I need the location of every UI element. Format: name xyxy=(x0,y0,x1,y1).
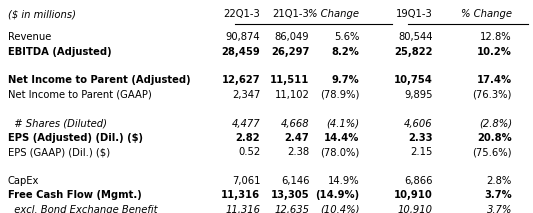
Text: 80,544: 80,544 xyxy=(398,32,433,42)
Text: 86,049: 86,049 xyxy=(274,32,309,42)
Text: 11,511: 11,511 xyxy=(270,75,309,85)
Text: 9,895: 9,895 xyxy=(404,90,433,100)
Text: 11,316: 11,316 xyxy=(225,205,260,213)
Text: Net Income to Parent (Adjusted): Net Income to Parent (Adjusted) xyxy=(8,75,191,85)
Text: 17.4%: 17.4% xyxy=(477,75,512,85)
Text: (4.1%): (4.1%) xyxy=(326,118,359,128)
Text: 6,146: 6,146 xyxy=(281,176,309,186)
Text: 6,866: 6,866 xyxy=(404,176,433,186)
Text: 7,061: 7,061 xyxy=(232,176,260,186)
Text: 4,668: 4,668 xyxy=(281,118,309,128)
Text: 22Q1-3: 22Q1-3 xyxy=(223,9,260,19)
Text: (78.0%): (78.0%) xyxy=(320,147,359,157)
Text: 14.9%: 14.9% xyxy=(328,176,359,186)
Text: 2.15: 2.15 xyxy=(410,147,433,157)
Text: 10,910: 10,910 xyxy=(398,205,433,213)
Text: 21Q1-3: 21Q1-3 xyxy=(272,9,309,19)
Text: 11,102: 11,102 xyxy=(274,90,309,100)
Text: 0.52: 0.52 xyxy=(238,147,260,157)
Text: 20.8%: 20.8% xyxy=(477,133,512,143)
Text: 12,635: 12,635 xyxy=(274,205,309,213)
Text: 4,606: 4,606 xyxy=(404,118,433,128)
Text: 13,305: 13,305 xyxy=(271,190,309,200)
Text: 9.7%: 9.7% xyxy=(332,75,359,85)
Text: 2.33: 2.33 xyxy=(408,133,433,143)
Text: Revenue: Revenue xyxy=(8,32,51,42)
Text: % Change: % Change xyxy=(309,9,359,19)
Text: EPS (GAAP) (Dil.) ($): EPS (GAAP) (Dil.) ($) xyxy=(8,147,110,157)
Text: 5.6%: 5.6% xyxy=(334,32,359,42)
Text: 12,627: 12,627 xyxy=(222,75,260,85)
Text: 11,316: 11,316 xyxy=(221,190,260,200)
Text: (10.4%): (10.4%) xyxy=(320,205,359,213)
Text: (2.8%): (2.8%) xyxy=(479,118,512,128)
Text: 10,910: 10,910 xyxy=(394,190,433,200)
Text: 2.38: 2.38 xyxy=(287,147,309,157)
Text: (78.9%): (78.9%) xyxy=(320,90,359,100)
Text: 8.2%: 8.2% xyxy=(332,47,359,57)
Text: (14.9%): (14.9%) xyxy=(316,190,359,200)
Text: CapEx: CapEx xyxy=(8,176,39,186)
Text: Net Income to Parent (GAAP): Net Income to Parent (GAAP) xyxy=(8,90,152,100)
Text: EBITDA (Adjusted): EBITDA (Adjusted) xyxy=(8,47,111,57)
Text: (76.3%): (76.3%) xyxy=(473,90,512,100)
Text: 26,297: 26,297 xyxy=(271,47,309,57)
Text: 3.7%: 3.7% xyxy=(487,205,512,213)
Text: 2.47: 2.47 xyxy=(285,133,309,143)
Text: 10.2%: 10.2% xyxy=(477,47,512,57)
Text: 4,477: 4,477 xyxy=(232,118,260,128)
Text: 14.4%: 14.4% xyxy=(324,133,359,143)
Text: 25,822: 25,822 xyxy=(394,47,433,57)
Text: 28,459: 28,459 xyxy=(222,47,260,57)
Text: EPS (Adjusted) (Dil.) ($): EPS (Adjusted) (Dil.) ($) xyxy=(8,133,143,143)
Text: ($ in millions): ($ in millions) xyxy=(8,9,76,19)
Text: (75.6%): (75.6%) xyxy=(472,147,512,157)
Text: 12.8%: 12.8% xyxy=(480,32,512,42)
Text: 90,874: 90,874 xyxy=(225,32,260,42)
Text: % Change: % Change xyxy=(461,9,512,19)
Text: 10,754: 10,754 xyxy=(394,75,433,85)
Text: 2.82: 2.82 xyxy=(236,133,260,143)
Text: 2.8%: 2.8% xyxy=(487,176,512,186)
Text: 19Q1-3: 19Q1-3 xyxy=(396,9,433,19)
Text: Free Cash Flow (Mgmt.): Free Cash Flow (Mgmt.) xyxy=(8,190,142,200)
Text: # Shares (Diluted): # Shares (Diluted) xyxy=(8,118,107,128)
Text: excl. Bond Exchange Benefit: excl. Bond Exchange Benefit xyxy=(8,205,157,213)
Text: 2,347: 2,347 xyxy=(232,90,260,100)
Text: 3.7%: 3.7% xyxy=(484,190,512,200)
